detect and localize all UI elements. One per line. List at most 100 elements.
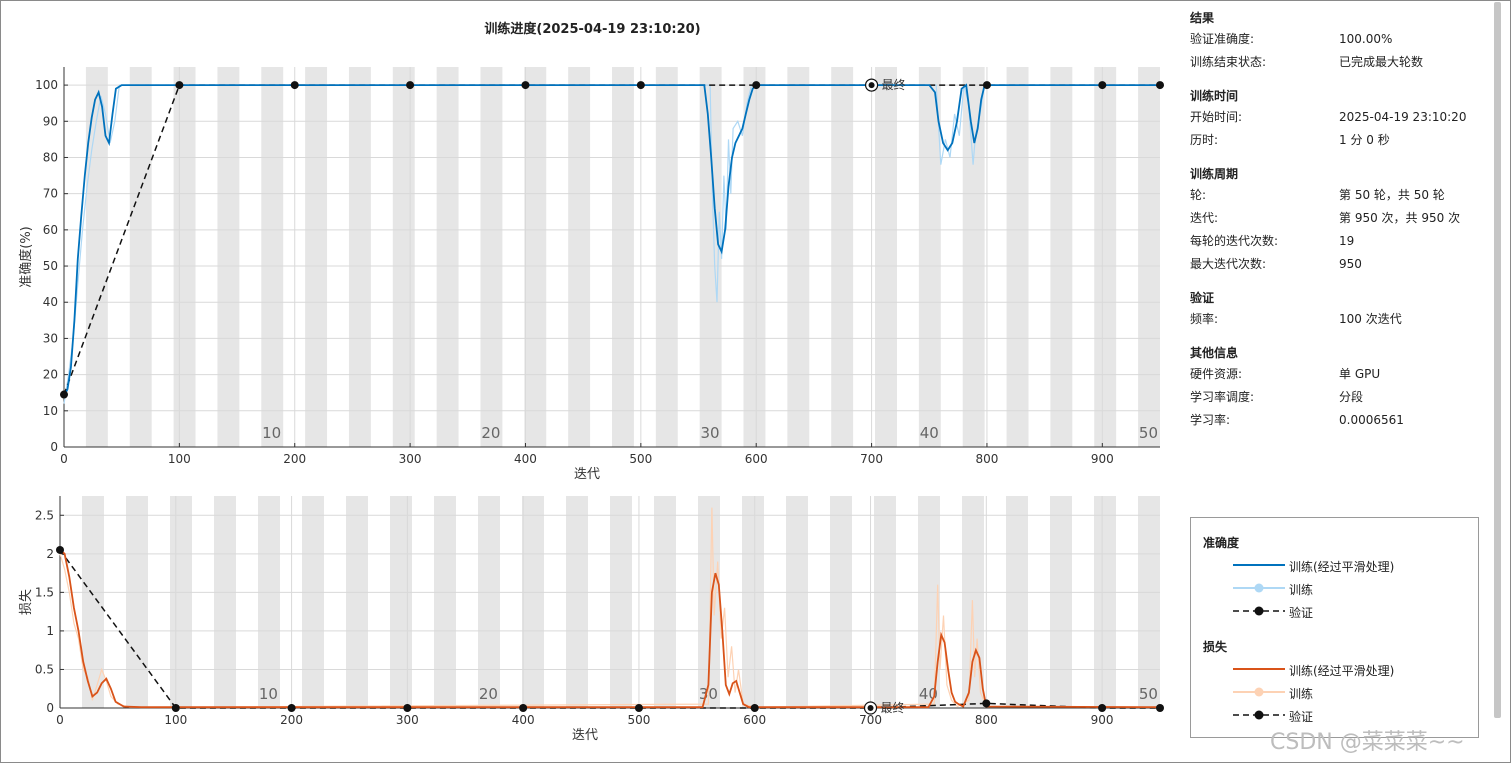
epoch-band <box>831 67 854 447</box>
legend-loss-smoothed: 训练(经过平滑处理) <box>1231 660 1471 680</box>
info-key: 历时: <box>1190 133 1219 147</box>
info-section-title: 训练周期 <box>1190 167 1239 181</box>
x-tick-label: 600 <box>743 713 766 727</box>
x-tick-label: 300 <box>396 713 419 727</box>
validation-point <box>175 81 184 90</box>
info-row: 历时: 1 分 0 秒 <box>1190 129 1490 152</box>
x-tick-label: 400 <box>512 713 535 727</box>
y-tick-label: 70 <box>43 187 58 201</box>
epoch-band <box>390 496 412 708</box>
epoch-band <box>743 67 766 447</box>
x-tick-label: 700 <box>860 452 883 466</box>
epoch-band <box>1138 496 1160 708</box>
info-row: 验证准确度: 100.00% <box>1190 28 1490 51</box>
y-tick-label: 0 <box>46 701 54 715</box>
x-tick-label: 0 <box>60 452 68 466</box>
epoch-band <box>566 496 588 708</box>
x-tick-label: 100 <box>164 713 187 727</box>
epoch-band <box>612 67 634 447</box>
y-tick-label: 10 <box>43 404 58 418</box>
epoch-band <box>918 496 940 708</box>
y-tick-label: 60 <box>43 223 58 237</box>
validation-point <box>519 704 528 712</box>
epoch-label: 20 <box>481 424 500 442</box>
validation-point <box>1098 81 1107 90</box>
validation-point <box>56 545 64 554</box>
x-axis-label: 迭代 <box>574 467 600 482</box>
info-row: 频率: 100 次迭代 <box>1190 308 1490 331</box>
epoch-band <box>1006 496 1028 708</box>
epoch-band <box>170 496 192 708</box>
info-key: 学习率: <box>1190 413 1231 427</box>
legend-loss-raw: 训练 <box>1231 683 1471 703</box>
epoch-band <box>434 496 456 708</box>
final-marker-dot <box>867 705 874 711</box>
final-marker-label: 最终 <box>882 77 906 92</box>
epoch-band <box>258 496 280 708</box>
x-axis-label: 迭代 <box>572 728 598 743</box>
y-tick-label: 40 <box>43 295 58 309</box>
epoch-band <box>214 496 236 708</box>
epoch-band <box>875 67 897 447</box>
info-key: 学习率调度: <box>1190 390 1255 404</box>
legend-loss-validation: 验证 <box>1231 706 1471 726</box>
x-tick-label: 100 <box>168 452 191 466</box>
epoch-band <box>1050 67 1073 447</box>
legend-loss-smoothed-label: 训练(经过平滑处理) <box>1289 664 1395 678</box>
epoch-label: 50 <box>1139 424 1158 442</box>
info-key: 轮: <box>1190 188 1207 202</box>
info-row: 最大迭代次数: 950 <box>1190 253 1490 276</box>
epoch-label: 50 <box>1139 685 1158 703</box>
epoch-band <box>830 496 852 708</box>
info-row: 学习率: 0.0006561 <box>1190 409 1490 432</box>
epoch-band <box>173 67 196 447</box>
vertical-scrollbar[interactable] <box>1494 2 1501 718</box>
info-value: 950 <box>1339 257 1362 271</box>
x-tick-label: 900 <box>1091 452 1114 466</box>
epoch-band <box>1006 67 1029 447</box>
info-value: 第 50 轮，共 50 轮 <box>1339 188 1445 202</box>
info-row: 迭代: 第 950 次，共 950 次 <box>1190 207 1490 230</box>
y-tick-label: 20 <box>43 368 58 382</box>
epoch-band <box>524 67 547 447</box>
validation-point <box>982 699 991 708</box>
info-key: 验证准确度: <box>1190 32 1255 46</box>
legend-acc-smoothed-label: 训练(经过平滑处理) <box>1289 560 1395 574</box>
legend-loss-title: 损失 <box>1203 640 1228 654</box>
info-row: 轮: 第 50 轮，共 50 轮 <box>1190 184 1490 207</box>
validation-point <box>750 704 759 712</box>
validation-point <box>521 81 530 90</box>
info-key: 每轮的迭代次数: <box>1190 234 1279 248</box>
info-value: 已完成最大轮数 <box>1339 55 1424 69</box>
epoch-band <box>302 496 324 708</box>
legend-acc-raw-label: 训练 <box>1289 583 1314 597</box>
info-key: 频率: <box>1190 312 1219 326</box>
x-tick-label: 800 <box>975 452 998 466</box>
validation-point <box>403 704 412 712</box>
legend-acc-validation: 验证 <box>1231 602 1471 622</box>
x-tick-label: 500 <box>627 713 650 727</box>
final-marker-dot <box>868 82 875 89</box>
loss-chart: 0 0.5 1 1.5 2 2.5 0 100 200 300 400 500 600 700 800 900… <box>19 496 1164 743</box>
validation-point <box>287 704 296 712</box>
y-tick-label: 30 <box>43 331 58 345</box>
info-row: 硬件资源: 单 GPU <box>1190 363 1490 386</box>
epoch-band <box>392 67 415 447</box>
y-tick-label: 0.5 <box>35 662 54 676</box>
info-row: 每轮的迭代次数: 19 <box>1190 230 1490 253</box>
epoch-band <box>480 67 503 447</box>
validation-point <box>752 81 761 90</box>
legend-box: 准确度 训练(经过平滑处理) 训练 验证 损失 训练(经过平滑处理) 训练 验证 <box>1190 517 1479 738</box>
info-value: 19 <box>1339 234 1355 248</box>
x-tick-label: 200 <box>280 713 303 727</box>
y-tick-label: 100 <box>35 78 58 92</box>
x-tick-label: 700 <box>859 713 882 727</box>
info-row: 开始时间: 2025-04-19 23:10:20 <box>1190 106 1490 129</box>
x-tick-label: 300 <box>399 452 422 466</box>
info-key: 训练结束状态: <box>1190 55 1267 69</box>
x-tick-label: 400 <box>514 452 537 466</box>
info-section-title: 结果 <box>1190 11 1215 25</box>
info-key: 迭代: <box>1190 211 1219 225</box>
epoch-band <box>82 496 104 708</box>
epoch-band <box>568 67 591 447</box>
